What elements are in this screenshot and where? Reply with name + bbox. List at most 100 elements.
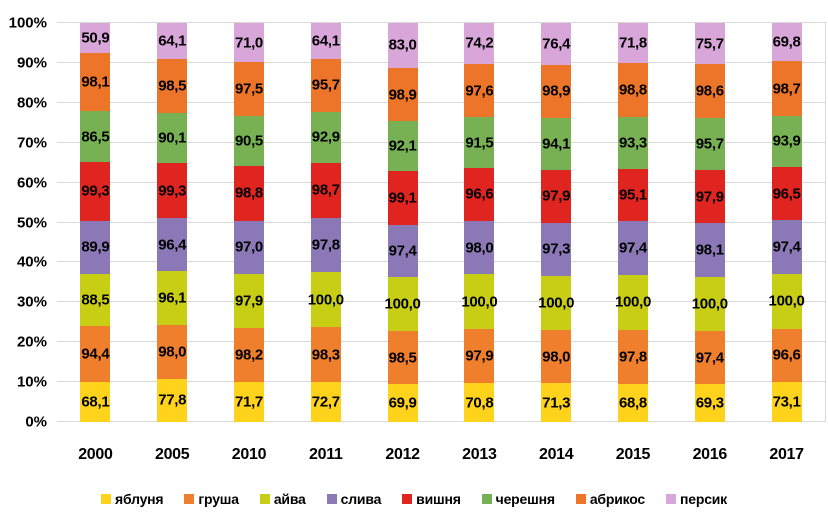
- segment-слива: 97,0: [233, 220, 264, 275]
- legend-swatch-icon: [184, 494, 195, 504]
- bar-column-2013: 70,8 97,9 100,0 98,0 96,6 91,5 97,6 74,2: [441, 23, 518, 422]
- gridline: [57, 261, 826, 263]
- bar-column-2010: 71,7 98,2 97,9 97,0 98,8 90,5 97,5 71,0: [211, 23, 288, 422]
- segment-абрикос: 98,9: [387, 67, 418, 122]
- segment-вишня: 98,7: [310, 163, 341, 218]
- segment-value-label: 74,2: [465, 34, 494, 52]
- segment-абрикос: 98,9: [541, 64, 572, 119]
- legend-label: черешня: [495, 491, 555, 507]
- segment-вишня: 99,3: [157, 163, 188, 219]
- segment-value-label: 98,0: [542, 348, 571, 366]
- segment-value-label: 97,4: [388, 242, 417, 260]
- segment-слива: 97,4: [617, 221, 648, 275]
- segment-value-label: 70,8: [465, 394, 494, 412]
- segment-value-label: 100,0: [768, 292, 805, 310]
- segment-персик: 71,8: [617, 23, 648, 63]
- segment-value-label: 100,0: [461, 293, 498, 311]
- segment-груша: 98,0: [157, 324, 188, 379]
- y-tick-label: 90%: [16, 54, 47, 72]
- segment-черешня: 91,5: [464, 117, 495, 168]
- segment-value-label: 97,6: [465, 82, 494, 100]
- segment-value-label: 71,0: [234, 34, 263, 52]
- segment-value-label: 83,0: [388, 36, 417, 54]
- segment-персик: 71,0: [233, 23, 264, 63]
- segment-айва: 100,0: [308, 271, 344, 328]
- segment-value-label: 93,3: [618, 134, 647, 152]
- segment-персик: 83,0: [387, 23, 418, 68]
- gridline: [57, 421, 826, 422]
- segment-value-label: 100,0: [691, 295, 728, 313]
- segment-value-label: 95,1: [618, 186, 647, 204]
- y-axis-labels: 0% 10% 20% 30% 40% 50% 60% 70% 80% 90% 100%: [0, 16, 47, 430]
- legend-item-айва: айва: [259, 492, 306, 506]
- segment-черешня: 86,5: [80, 111, 111, 163]
- segment-персик: 74,2: [464, 23, 495, 64]
- segment-груша: 98,3: [310, 327, 341, 382]
- bar-column-2011: 72,7 98,3 100,0 97,8 98,7 92,9 95,7 64,1: [287, 23, 364, 422]
- stacked-bar: 70,8 97,9 100,0 98,0 96,6 91,5 97,6 74,2: [461, 23, 498, 422]
- bar-column-2014: 71,3 98,0 100,0 97,3 97,9 94,1 98,9 76,4: [518, 23, 595, 422]
- segment-value-label: 89,9: [81, 238, 110, 256]
- segment-айва: 88,5: [80, 273, 111, 327]
- bar-column-2000: 68,1 94,4 88,5 89,9 99,3 86,5 98,1 50,9: [57, 23, 134, 422]
- segment-слива: 98,1: [694, 223, 725, 277]
- segment-value-label: 86,5: [81, 128, 110, 146]
- segment-value-label: 97,4: [695, 349, 724, 367]
- legend-label: яблуня: [115, 491, 164, 507]
- legend-item-абрикос: абрикос: [575, 492, 645, 506]
- segment-value-label: 68,8: [618, 394, 647, 412]
- legend-swatch-icon: [666, 494, 676, 504]
- legend-item-вишня: вишня: [402, 492, 461, 506]
- x-tick-label: 2005: [154, 446, 190, 463]
- segment-черешня: 92,1: [387, 121, 418, 171]
- gridline: [57, 181, 826, 183]
- bar-column-2017: 73,1 96,6 100,0 97,4 96,5 93,9 98,7 69,8: [748, 23, 825, 422]
- segment-абрикос: 98,6: [694, 64, 725, 118]
- segment-слива: 98,0: [464, 220, 495, 275]
- segment-черешня: 90,1: [157, 113, 188, 164]
- segment-груша: 98,2: [233, 328, 264, 383]
- segment-value-label: 91,5: [465, 134, 494, 151]
- segment-абрикос: 98,1: [80, 53, 111, 112]
- segment-value-label: 69,8: [772, 33, 801, 51]
- segment-value-label: 97,9: [695, 188, 724, 206]
- stacked-bar: 77,8 98,0 96,1 96,4 99,3 90,1 98,5 64,1: [157, 23, 188, 422]
- segment-value-label: 100,0: [384, 295, 421, 313]
- segment-value-label: 68,1: [81, 393, 110, 411]
- segment-value-label: 71,8: [618, 34, 647, 52]
- segment-яблуня: 68,8: [617, 384, 648, 422]
- segment-value-label: 97,9: [234, 292, 263, 310]
- segment-value-label: 96,5: [772, 185, 801, 203]
- segment-value-label: 73,1: [772, 393, 801, 411]
- segment-вишня: 97,9: [694, 170, 725, 224]
- segment-value-label: 97,3: [542, 240, 571, 258]
- segment-value-label: 97,5: [234, 80, 263, 98]
- segment-абрикос: 97,5: [233, 62, 264, 117]
- segment-value-label: 99,3: [158, 182, 187, 200]
- segment-персик: 75,7: [694, 23, 725, 65]
- segment-черешня: 93,9: [771, 115, 802, 168]
- stacked-bar: 69,3 97,4 100,0 98,1 97,9 95,7 98,6 75,7: [691, 23, 728, 422]
- segment-абрикос: 98,7: [771, 61, 802, 116]
- segment-value-label: 88,5: [81, 291, 110, 309]
- segment-value-label: 96,4: [158, 236, 187, 254]
- y-tick-label: 30%: [16, 293, 47, 311]
- legend-label: слива: [340, 491, 382, 507]
- segment-value-label: 92,9: [311, 128, 340, 146]
- legend-item-яблуня: яблуня: [101, 491, 164, 507]
- legend-item-черешня: черешня: [481, 491, 555, 507]
- segment-яблуня: 69,9: [387, 384, 418, 422]
- segment-value-label: 92,1: [388, 137, 417, 155]
- segment-value-label: 98,0: [158, 343, 187, 361]
- stacked-bar: 69,9 98,5 100,0 97,4 99,1 92,1 98,9 83,0: [384, 23, 421, 422]
- x-tick-label: 2013: [462, 446, 497, 463]
- stacked-bar: 73,1 96,6 100,0 97,4 96,5 93,9 98,7 69,8: [768, 23, 805, 422]
- segment-value-label: 98,1: [695, 241, 724, 259]
- legend-swatch-icon: [326, 494, 337, 504]
- legend-swatch-icon: [101, 494, 111, 504]
- segment-вишня: 96,5: [771, 167, 802, 221]
- legend-item-слива: слива: [326, 491, 382, 507]
- segment-value-label: 64,1: [311, 32, 340, 50]
- bar-column-2015: 68,8 97,8 100,0 97,4 95,1 93,3 98,8 71,8: [595, 23, 672, 422]
- segment-value-label: 98,5: [158, 77, 187, 95]
